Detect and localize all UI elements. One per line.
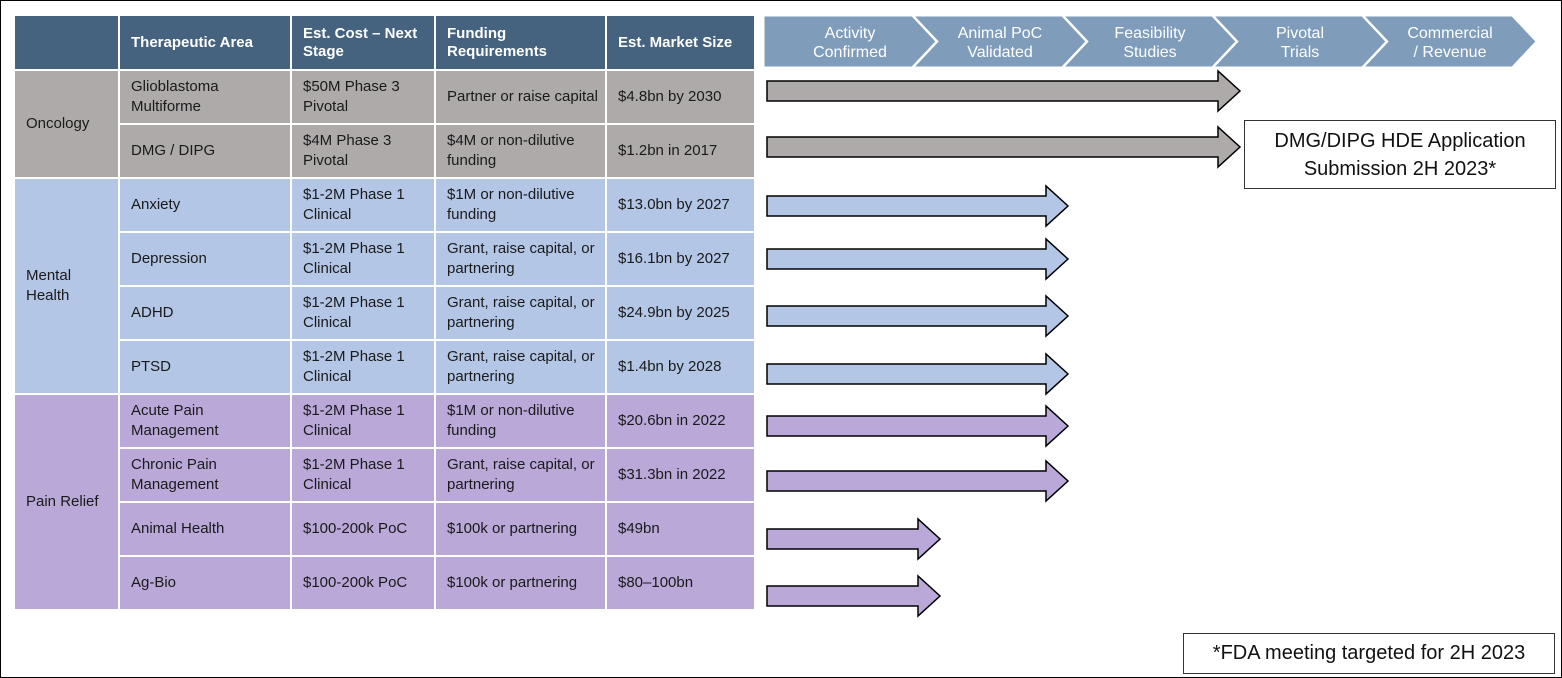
progress-arrow: [766, 459, 1070, 503]
pipeline-table: Therapeutic Area Est. Cost – Next Stage …: [13, 14, 756, 611]
progress-arrow: [766, 125, 1242, 169]
cost-cell: $4M Phase 3 Pivotal: [290, 123, 436, 179]
stage-label: / Revenue: [1414, 44, 1487, 61]
table-row: Mental Health Anxiety $1-2M Phase 1 Clin…: [13, 177, 756, 395]
table-row: Animal Health $100-200k PoC $100k or par…: [14, 501, 756, 557]
market-cell: $20.6bn in 2022: [605, 393, 756, 449]
stage-label: Commercial: [1407, 25, 1492, 42]
progress-arrow: [766, 237, 1070, 281]
table-row: PTSD $1-2M Phase 1 Clinical Grant, raise…: [14, 339, 756, 395]
market-cell: $16.1bn by 2027: [605, 231, 756, 287]
stage-chevron: [1362, 15, 1537, 68]
cost-cell: $100-200k PoC: [290, 501, 436, 557]
cost-cell: $1-2M Phase 1 Clinical: [290, 177, 436, 233]
table-row: ADHD $1-2M Phase 1 Clinical Grant, raise…: [14, 285, 756, 341]
stage-label: Activity: [825, 25, 876, 42]
cost-cell: $1-2M Phase 1 Clinical: [290, 285, 436, 341]
stage-label: Studies: [1123, 44, 1176, 61]
progress-arrow: [766, 574, 942, 618]
stage-label: Animal PoC: [958, 25, 1042, 42]
header-market-size: Est. Market Size: [605, 14, 756, 71]
progress-arrow: [766, 517, 942, 561]
cost-cell: $1-2M Phase 1 Clinical: [290, 393, 436, 449]
hde-callout-line-2: Submission 2H 2023*: [1303, 158, 1497, 180]
fda-footnote-callout: *FDA meeting targeted for 2H 2023: [1183, 633, 1555, 674]
stage-label: Pivotal: [1276, 25, 1324, 42]
progress-arrow: [766, 404, 1070, 448]
progress-arrow: [766, 294, 1070, 338]
funding-cell: Partner or raise capital: [434, 69, 607, 125]
table-row: Chronic Pain Management $1-2M Phase 1 Cl…: [14, 447, 756, 503]
market-cell: $49bn: [605, 501, 756, 557]
funding-cell: $100k or partnering: [434, 555, 607, 611]
cost-cell: $1-2M Phase 1 Clinical: [290, 339, 436, 395]
therapeutic-area-cell: Chronic Pain Management: [118, 447, 292, 503]
table-header-row: Therapeutic Area Est. Cost – Next Stage …: [13, 14, 756, 71]
therapeutic-area-cell: ADHD: [118, 285, 292, 341]
funding-cell: $4M or non-dilutive funding: [434, 123, 607, 179]
stage-chevron: [1062, 15, 1237, 68]
funding-cell: Grant, raise capital, or partnering: [434, 231, 607, 287]
therapeutic-area-cell: Anxiety: [118, 177, 292, 233]
table-row: Oncology Glioblastoma Multiforme $50M Ph…: [13, 69, 756, 179]
market-cell: $1.2bn in 2017: [605, 123, 756, 179]
stage-chevron: [763, 15, 937, 68]
header-therapeutic-area: Therapeutic Area: [118, 14, 292, 71]
funding-cell: $1M or non-dilutive funding: [434, 177, 607, 233]
market-cell: $80–100bn: [605, 555, 756, 611]
group-label-oncology: Oncology: [13, 69, 120, 179]
progress-arrow: [766, 184, 1070, 228]
hde-callout-line-1: DMG/DIPG HDE Application: [1274, 130, 1526, 152]
stage-chevron: [912, 15, 1087, 68]
therapeutic-area-cell: Depression: [118, 231, 292, 287]
header-blank: [13, 14, 120, 71]
therapeutic-area-cell: PTSD: [118, 339, 292, 395]
funding-cell: Grant, raise capital, or partnering: [434, 339, 607, 395]
funding-cell: Grant, raise capital, or partnering: [434, 285, 607, 341]
group-label-pain-relief: Pain Relief: [13, 393, 120, 611]
market-cell: $13.0bn by 2027: [605, 177, 756, 233]
market-cell: $4.8bn by 2030: [605, 69, 756, 125]
group-label-mental-health: Mental Health: [13, 177, 120, 395]
stage-label: Trials: [1281, 44, 1320, 61]
stage-label: Confirmed: [813, 44, 887, 61]
header-est-cost: Est. Cost – Next Stage: [290, 14, 436, 71]
cost-cell: $1-2M Phase 1 Clinical: [290, 231, 436, 287]
cost-cell: $50M Phase 3 Pivotal: [290, 69, 436, 125]
therapeutic-area-cell: Acute Pain Management: [118, 393, 292, 449]
therapeutic-area-cell: Animal Health: [118, 501, 292, 557]
table-row: DMG / DIPG $4M Phase 3 Pivotal $4M or no…: [14, 123, 756, 179]
stage-label: Feasibility: [1114, 25, 1185, 42]
table-row: Pain Relief Acute Pain Management $1-2M …: [13, 393, 756, 611]
funding-cell: Grant, raise capital, or partnering: [434, 447, 607, 503]
funding-cell: $1M or non-dilutive funding: [434, 393, 607, 449]
hde-application-callout: DMG/DIPG HDE Application Submission 2H 2…: [1244, 120, 1556, 189]
market-cell: $24.9bn by 2025: [605, 285, 756, 341]
therapeutic-area-cell: Ag-Bio: [118, 555, 292, 611]
stage-label: Validated: [967, 44, 1033, 61]
market-cell: $31.3bn in 2022: [605, 447, 756, 503]
market-cell: $1.4bn by 2028: [605, 339, 756, 395]
stage-chevron: [1212, 15, 1387, 68]
therapeutic-area-cell: DMG / DIPG: [118, 123, 292, 179]
cost-cell: $1-2M Phase 1 Clinical: [290, 447, 436, 503]
table-row: Ag-Bio $100-200k PoC $100k or partnering…: [14, 555, 756, 611]
table-row: Depression $1-2M Phase 1 Clinical Grant,…: [14, 231, 756, 287]
funding-cell: $100k or partnering: [434, 501, 607, 557]
therapeutic-area-cell: Glioblastoma Multiforme: [118, 69, 292, 125]
progress-arrow: [766, 69, 1242, 113]
cost-cell: $100-200k PoC: [290, 555, 436, 611]
header-funding: Funding Requirements: [434, 14, 607, 71]
progress-arrow: [766, 352, 1070, 396]
